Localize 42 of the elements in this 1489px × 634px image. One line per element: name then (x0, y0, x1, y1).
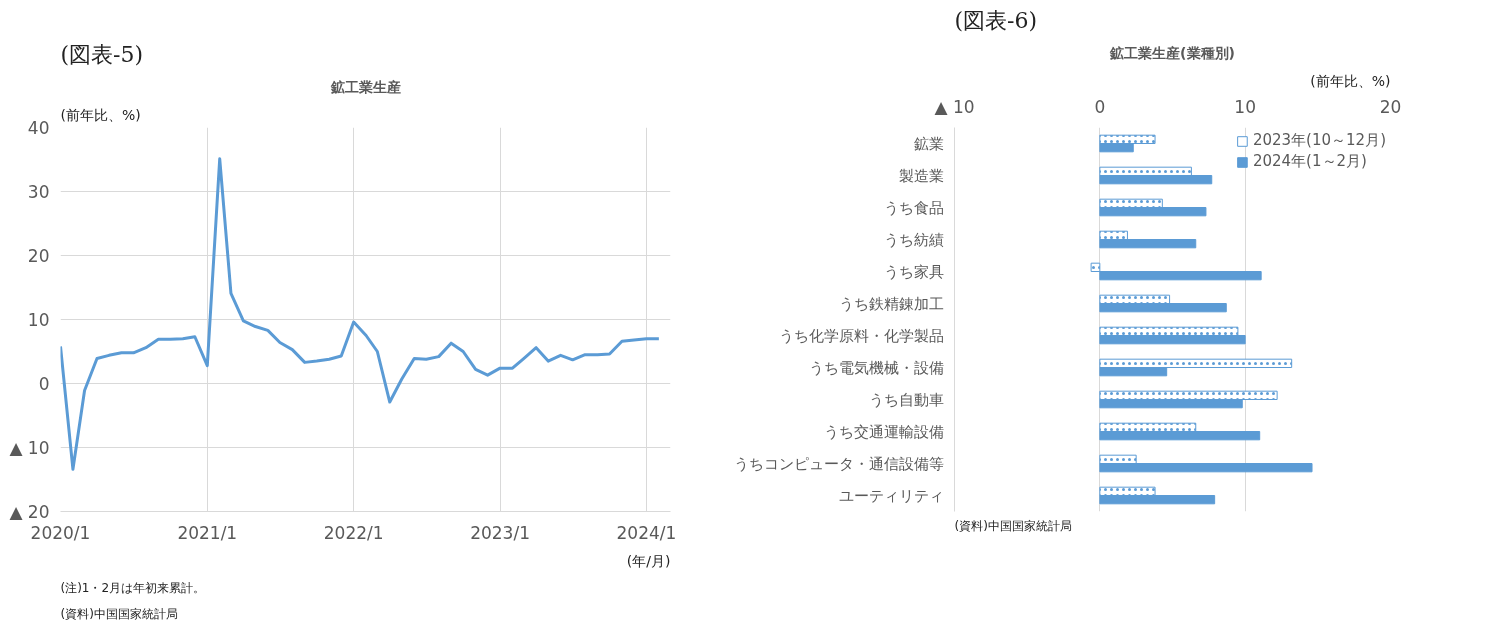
y-tick-label: うち化学原料・化学製品 (778, 326, 944, 345)
y-tick-label: ▲ 10 (9, 437, 50, 458)
x-tick-label: 2022/1 (323, 522, 384, 543)
y-axis-title: (前年比、%) (60, 106, 141, 123)
x-axis-title: (年/月) (626, 552, 671, 569)
y-tick-label: うち鉄精錬加工 (838, 294, 944, 313)
text: (図表-6) (954, 7, 1038, 33)
legend-label: 2023年(10～12月) (1252, 131, 1386, 150)
text: (注)1・2月は年初来累計。 (60, 580, 206, 595)
y-tick-label: ▲ 20 (9, 501, 50, 522)
y-tick-label: うち自動車 (868, 390, 944, 409)
legend-label: 2024年(1～2月) (1252, 152, 1367, 171)
x-tick-label: 10 (1234, 96, 1256, 117)
text: (資料)中国国家統計局 (60, 606, 178, 621)
text: (図表-5) (60, 41, 144, 67)
y-tick-label: 20 (27, 245, 50, 266)
chart-title: 鉱工業生産 (329, 78, 401, 95)
y-tick-label: ユーティリティ (838, 486, 944, 505)
x-tick-label: 2024/1 (616, 522, 677, 543)
x-tick-label: 0 (1094, 96, 1106, 117)
x-tick-label: 2023/1 (470, 522, 530, 543)
x-tick-label: 20 (1379, 96, 1402, 117)
x-axis-title: (前年比、%) (1310, 72, 1391, 89)
y-tick-label: うちコンピュータ・通信設備等 (733, 454, 944, 473)
chart-title: 鉱工業生産(業種別) (1109, 44, 1235, 61)
y-tick-label: うち家具 (883, 262, 944, 281)
y-tick-label: うち紡績 (883, 230, 944, 249)
bar (1099, 271, 1262, 281)
y-tick-label: 30 (27, 181, 50, 202)
line-series (60, 157, 661, 471)
x-tick-label: ▲ 10 (934, 96, 975, 117)
y-tick-label: 製造業 (898, 166, 944, 185)
y-tick-label: 10 (27, 309, 50, 330)
y-tick-label: うち交通運輸設備 (823, 422, 944, 441)
y-tick-label: うち食品 (883, 198, 944, 217)
y-tick-label: うち電気機械・設備 (808, 358, 944, 377)
y-tick-label: 40 (27, 117, 50, 138)
x-tick-label: 2021/1 (177, 522, 238, 543)
x-tick-label: 2020/1 (30, 522, 91, 543)
text: (資料)中国国家統計局 (954, 518, 1072, 533)
y-tick-label: 0 (38, 373, 50, 394)
y-tick-label: 鉱業 (913, 134, 944, 153)
